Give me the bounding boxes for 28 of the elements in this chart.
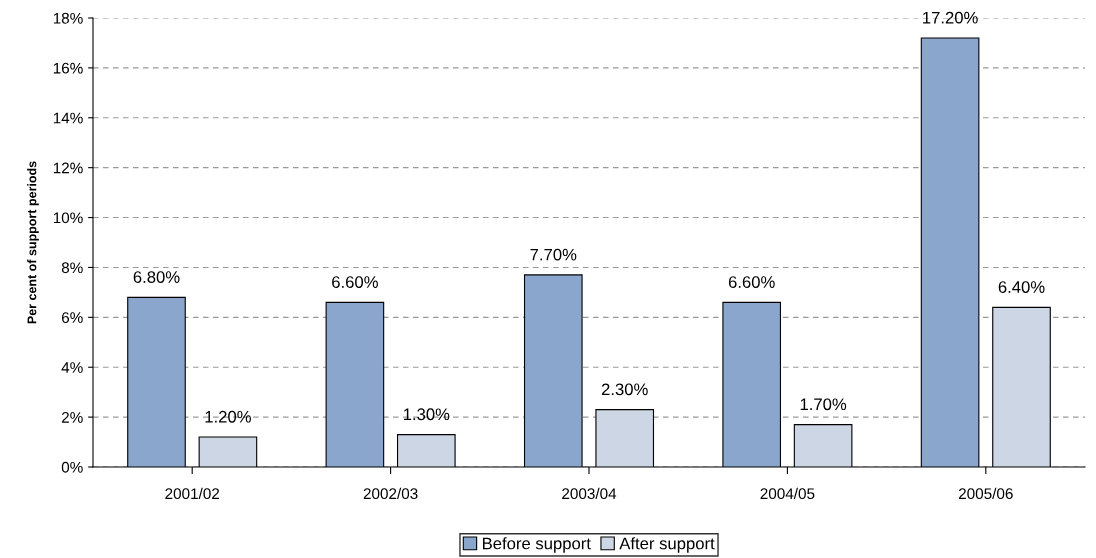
y-tick-label: 14% bbox=[53, 112, 83, 124]
data-label: 6.40% bbox=[998, 281, 1045, 293]
data-label: 1.70% bbox=[800, 398, 847, 411]
x-tick-label: 2002/03 bbox=[363, 487, 418, 500]
y-tick-label: 16% bbox=[53, 62, 83, 74]
x-tick-label: 2003/04 bbox=[562, 487, 617, 500]
data-label: 2.30% bbox=[601, 383, 648, 396]
y-tick-label: 0% bbox=[61, 461, 83, 473]
y-tick-label: 10% bbox=[53, 212, 83, 224]
y-tick-label: 18% bbox=[53, 12, 83, 24]
data-label: 6.80% bbox=[133, 271, 180, 283]
y-tick-label: 12% bbox=[53, 162, 83, 174]
y-axis-title: Per cent of support periods bbox=[27, 161, 39, 324]
data-label: 1.30% bbox=[403, 408, 450, 421]
data-label: 17.20% bbox=[923, 11, 978, 24]
legend-label: Before support bbox=[483, 537, 591, 553]
data-label: 1.20% bbox=[205, 410, 251, 423]
data-label: 6.60% bbox=[332, 276, 378, 288]
y-tick-label: 6% bbox=[61, 312, 83, 324]
y-tick-label: 8% bbox=[61, 262, 83, 274]
y-tick-label: 4% bbox=[61, 362, 83, 373]
x-tick-label: 2005/06 bbox=[958, 487, 1013, 500]
data-label: 6.60% bbox=[728, 276, 775, 288]
x-tick-label: 2004/05 bbox=[760, 487, 815, 500]
data-label: 7.70% bbox=[530, 248, 577, 261]
y-tick-label: 2% bbox=[61, 411, 83, 423]
legend-label: After support bbox=[619, 537, 715, 553]
x-tick-label: 2001/02 bbox=[165, 487, 220, 500]
